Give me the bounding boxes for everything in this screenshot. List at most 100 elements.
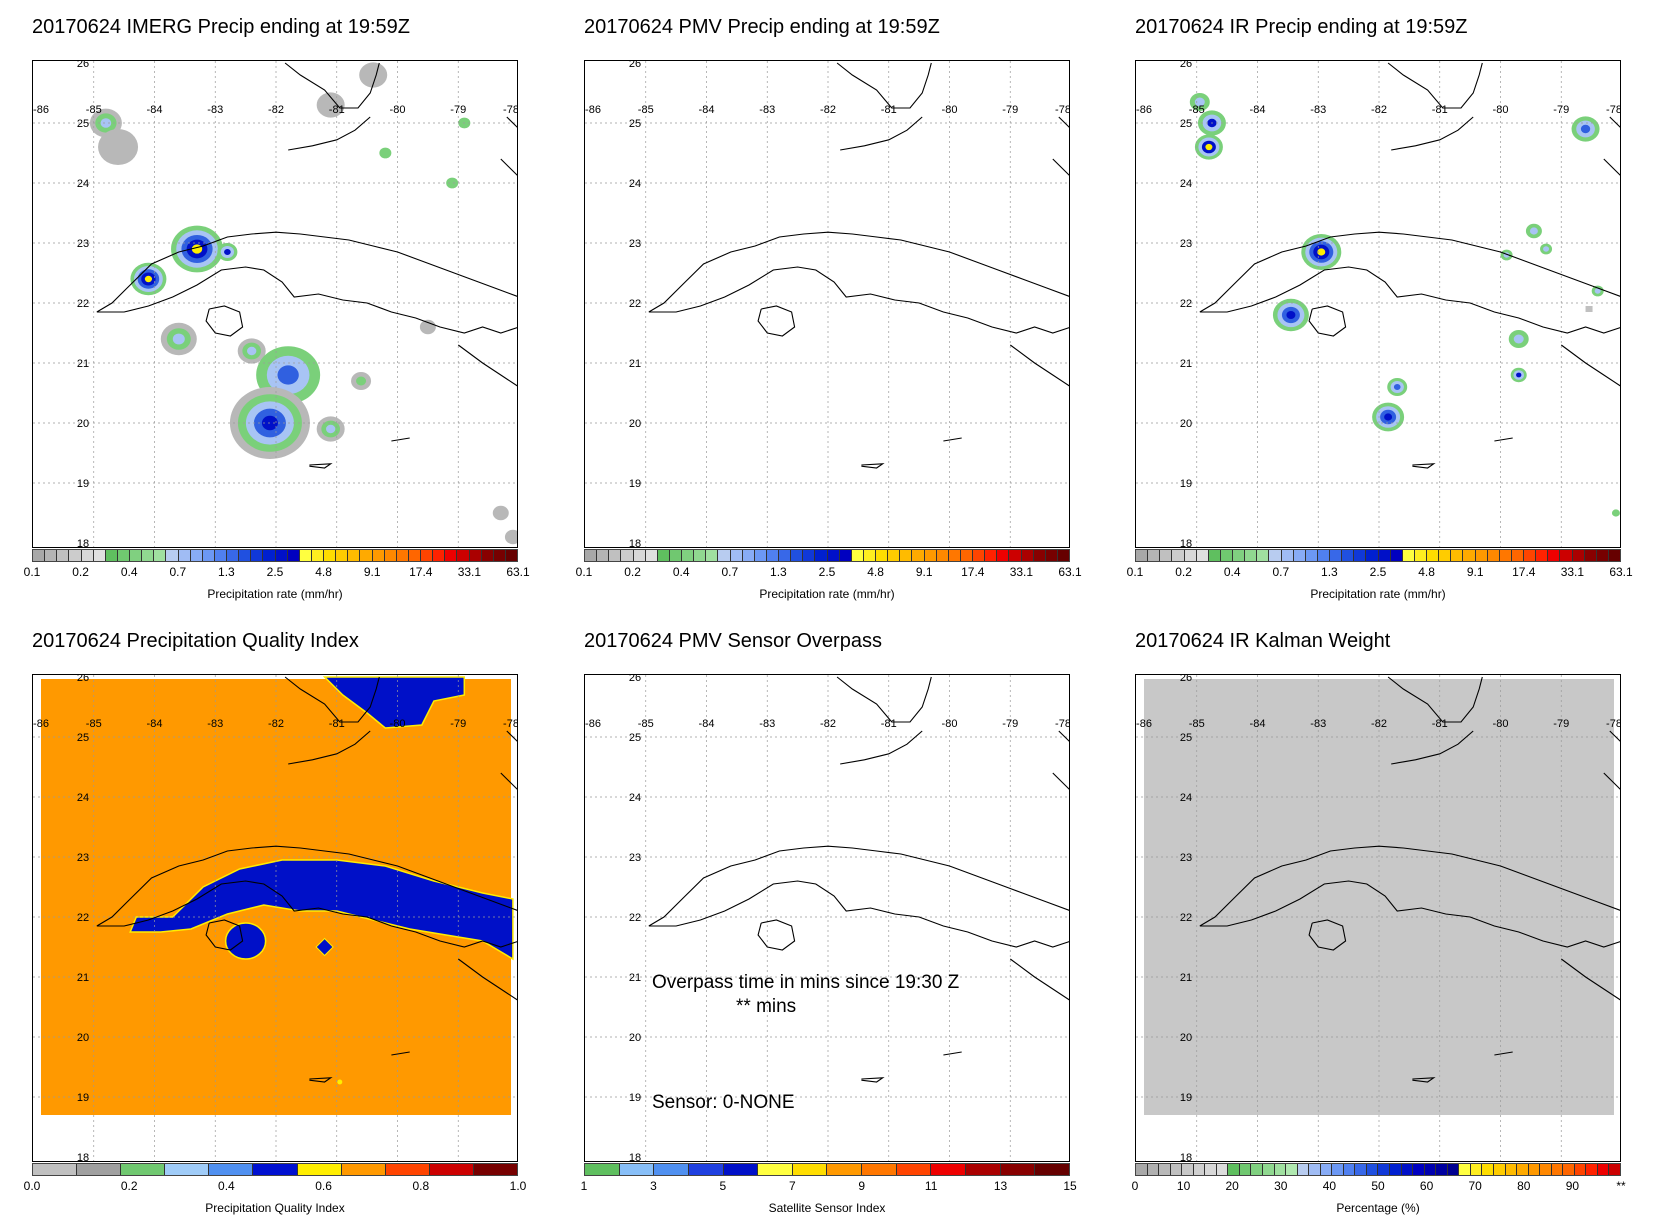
colorbar-swatch (936, 550, 949, 561)
panel-ir-precip: 20170624 IR Precip ending at 19:59Z -86 -8… (1127, 0, 1633, 601)
colorbar-swatch (723, 1164, 759, 1175)
lat-label: 18 (629, 538, 641, 548)
colorbar-swatch (251, 550, 264, 561)
colorbar-tick-label: 0.4 (672, 565, 690, 579)
colorbar-swatch (457, 550, 470, 561)
colorbar-swatch (1354, 550, 1367, 561)
lat-label: 20 (629, 1032, 641, 1044)
lon-label: -79 (450, 104, 466, 116)
colorbar-tick-label: 0.1 (1126, 565, 1144, 579)
colorbar-swatch (973, 550, 986, 561)
colorbar-tick-label: 80 (1517, 1179, 1531, 1193)
colorbar-swatch (214, 550, 227, 561)
colorbar-tick-label: 0.8 (412, 1179, 430, 1193)
panel-title: 20170624 IR Precip ending at 19:59Z (1135, 16, 1468, 38)
lat-label: 25 (1180, 118, 1192, 130)
colorbar-tick-label: 0.4 (218, 1179, 235, 1193)
lat-label: 18 (1180, 538, 1192, 548)
lat-label: 22 (1180, 298, 1192, 310)
colorbar-swatch (324, 550, 337, 561)
lat-label: 25 (1180, 732, 1192, 744)
lon-label: -81 (881, 104, 897, 116)
colorbar-swatch (1233, 550, 1246, 561)
colorbar-tick-label: 33.1 (1009, 565, 1034, 579)
colorbar-swatch (1263, 1164, 1275, 1175)
lon-label: -82 (268, 104, 284, 116)
colorbar-tick-label: 70 (1468, 1179, 1482, 1193)
colorbar-swatch (421, 550, 434, 561)
coastline (1199, 676, 1620, 1083)
colorbar-tick-label: 4.8 (315, 565, 332, 579)
colorbar-tick-label: 0.7 (1272, 565, 1290, 579)
lon-label: -81 (1432, 104, 1448, 116)
colorbar-swatch (341, 1164, 386, 1175)
colorbar-swatch (165, 1164, 210, 1175)
lat-label: 24 (1180, 792, 1192, 804)
colorbar-swatch (473, 1164, 518, 1175)
lon-label: -82 (1371, 104, 1387, 116)
lon-label: -84 (1250, 104, 1266, 116)
colorbar-swatch (117, 550, 130, 561)
colorbar-tick-label: 4.8 (867, 565, 884, 579)
colorbar-swatch (429, 1164, 474, 1175)
colorbar-swatch (493, 550, 506, 561)
lon-label: -82 (820, 718, 836, 730)
colorbar-swatch (1366, 1164, 1379, 1175)
colorbar-swatch (239, 550, 252, 561)
colorbar-swatch (931, 1164, 967, 1175)
lon-label: -81 (1432, 718, 1448, 730)
lon-label: -83 (207, 104, 223, 116)
lon-label: -86 (33, 718, 49, 730)
colorbar-tick-label: 1.3 (770, 565, 787, 579)
map-gridlines (1136, 61, 1620, 547)
colorbar-swatch (1390, 550, 1403, 561)
colorbar-tick-label: 1.3 (1321, 565, 1338, 579)
colorbar-swatch (1251, 1164, 1264, 1175)
colorbar-swatch (299, 550, 312, 561)
colorbar-tick-label: 0.1 (23, 565, 41, 579)
colorbar-swatch (166, 550, 179, 561)
lat-label: 22 (77, 912, 89, 924)
colorbar-swatch (1560, 550, 1573, 561)
lon-label: -86 (1136, 104, 1152, 116)
colorbar-swatch (645, 550, 658, 561)
colorbar-tick-label: 63.1 (1609, 565, 1633, 579)
precip-field (41, 676, 514, 1115)
colorbar-swatch (730, 550, 743, 561)
precip-field (1144, 679, 1614, 1115)
lon-label: -82 (1371, 718, 1387, 730)
colorbar-label: Precipitation rate (mm/hr) (759, 587, 895, 601)
colorbar-tick-label: 20 (1225, 1179, 1239, 1193)
colorbar-swatch (1281, 550, 1294, 561)
colorbar-ticks: 0.1 0.2 0.4 0.7 1.3 2.5 4.8 9.1 17.4 33.1 63.1 (576, 565, 1082, 581)
colorbar-swatch (1216, 1164, 1229, 1175)
lat-label: 19 (1180, 478, 1192, 490)
colorbar-swatch (839, 550, 852, 561)
colorbar-tick-label: 0.4 (120, 565, 138, 579)
colorbar-swatch (1402, 550, 1415, 561)
map-svg: -86 -85 -84 -83 -82 -81 -80 -79 -78 26 25 24 23 22 21 2… (1136, 675, 1620, 1162)
map-plot-area: -86 -85 -84 -83 -82 -81 -80 -79 -78 26 25 24 23 22 21 2… (32, 60, 518, 548)
colorbar-swatch (900, 550, 913, 561)
colorbar-swatch (791, 550, 804, 561)
lat-label: 23 (77, 238, 89, 250)
colorbar-swatch (609, 550, 622, 561)
colorbar-swatch (481, 550, 494, 561)
colorbar-swatch (966, 1164, 1001, 1175)
lon-label: -78 (1055, 104, 1070, 116)
colorbar-tick-label: 10 (1176, 1179, 1191, 1193)
lat-label: 21 (629, 358, 641, 370)
colorbar-tick-label: 33.1 (1560, 565, 1585, 579)
lat-label: 18 (629, 1152, 641, 1162)
lat-label: 18 (1180, 1152, 1192, 1162)
lon-label: -83 (1310, 104, 1326, 116)
lon-label: -80 (390, 718, 406, 730)
colorbar-ticks: 1 3 5 7 9 11 13 15 (581, 1179, 1077, 1195)
lon-label: -84 (1250, 718, 1266, 730)
lon-label: -83 (759, 104, 775, 116)
colorbar-tick-label: 15 (1063, 1179, 1077, 1193)
colorbar-swatch (1196, 550, 1209, 561)
panel-title: 20170624 IMERG Precip ending at 19:59Z (32, 16, 411, 38)
lat-label: 24 (1180, 178, 1192, 190)
lat-label: 21 (1180, 972, 1192, 984)
